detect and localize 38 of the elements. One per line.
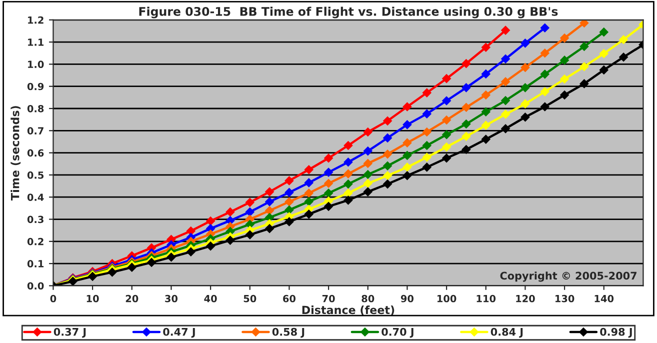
y-tick-label: 1.1: [28, 38, 44, 46]
chart-title: Figure 030-15 BB Time of Flight vs. Distance using 0.30 g BB's: [139, 6, 558, 18]
y-tick-label: 0.4: [27, 194, 44, 201]
y-tick-label: 1.2: [28, 16, 44, 24]
x-tick-label: 20: [126, 294, 138, 302]
y-tick-label: 0.1: [27, 260, 44, 268]
x-tick-label: 110: [476, 294, 496, 302]
legend-label: 0.98 J: [600, 328, 632, 338]
legend-label: 0.58 J: [272, 328, 304, 338]
y-tick-label: 0.5: [27, 171, 44, 179]
legend-label: 0.47 J: [163, 328, 195, 338]
x-tick-label: 130: [555, 294, 574, 302]
y-tick-label: 0.0: [27, 282, 44, 290]
legend-label: 0.70 J: [382, 328, 414, 338]
y-tick-label: 0.7: [27, 127, 44, 134]
x-tick-label: 10: [86, 294, 99, 302]
y-axis-title: Time (seconds): [10, 106, 21, 200]
y-tick-label: 0.3: [27, 216, 44, 224]
x-tick-label: 0: [50, 294, 56, 302]
x-tick-label: 90: [400, 294, 414, 302]
x-tick-label: 50: [244, 294, 256, 302]
x-tick-label: 120: [516, 294, 535, 302]
x-tick-label: 40: [204, 294, 217, 302]
x-tick-label: 100: [437, 294, 456, 302]
y-tick-label: 1.0: [28, 60, 44, 68]
x-tick-label: 80: [362, 294, 374, 302]
annotation: Copyright © 2005-2007: [500, 272, 636, 282]
y-tick-label: 0.6: [27, 149, 44, 157]
x-tick-label: 60: [283, 294, 296, 302]
x-tick-label: 30: [165, 294, 178, 302]
legend-label: 0.37 J: [54, 328, 86, 338]
x-tick-label: 70: [322, 294, 335, 302]
y-tick-label: 0.8: [27, 104, 44, 112]
y-tick-label: 0.2: [27, 238, 44, 246]
legend-label: 0.84 J: [490, 328, 523, 338]
x-axis-title: Distance (feet): [302, 306, 394, 316]
x-tick-label: 140: [594, 294, 614, 302]
y-tick-label: 0.9: [27, 82, 44, 90]
